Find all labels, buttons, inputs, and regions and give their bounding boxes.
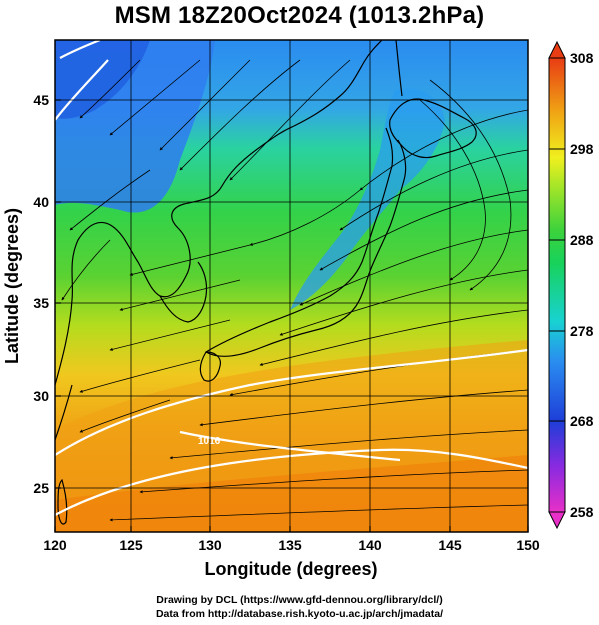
x-tick-label: 120 (43, 537, 67, 553)
coastline-honshu (205, 127, 394, 353)
data-credit: Data from http://database.rish.kyoto-u.a… (155, 608, 444, 620)
japan-highland-cold (290, 88, 445, 310)
contour-northwest-2 (59, 40, 101, 59)
plot-frame (54, 39, 529, 533)
chart-title: MSM 18Z20Oct2024 (1013.2hPa) (114, 2, 485, 29)
hot-region (55, 455, 528, 532)
colorbar-tick-label: 298 (570, 141, 594, 157)
x-axis-label: Longitude (degrees) (204, 559, 377, 579)
colorbar-tick-label: 278 (570, 323, 594, 339)
coastline-kyushu (199, 351, 221, 382)
colorbar-tick-label: 308 (570, 50, 594, 66)
y-tick-label: 45 (33, 92, 49, 108)
x-tick-label: 150 (516, 537, 540, 553)
coastline-honshu-south (205, 139, 407, 357)
pressure-contours (55, 40, 528, 516)
coastline-taiwan (57, 478, 68, 525)
colorbar-body (548, 57, 566, 513)
y-axis: 25 30 35 40 45 (33, 92, 61, 496)
y-tick-label: 30 (33, 388, 49, 404)
contour-southeast (179, 430, 401, 462)
drawing-credit: Drawing by DCL (https://www.gfd-dennou.o… (156, 594, 443, 606)
y-tick-label: 40 (33, 194, 49, 210)
y-tick-label: 35 (33, 295, 49, 311)
x-axis: 120 125 130 135 140 145 150 (43, 526, 540, 553)
contour-south (55, 448, 528, 516)
colorbar-tick-label: 288 (570, 232, 594, 248)
coastlines (55, 40, 477, 525)
x-tick-label: 140 (358, 537, 382, 553)
grid-lines (55, 40, 528, 532)
colorbar: 308 298 288 278 268 258 (548, 40, 594, 530)
contour-northwest (55, 59, 109, 121)
x-tick-label: 125 (119, 537, 143, 553)
coastline-korea (159, 261, 208, 323)
colorbar-bottom-arrow (548, 511, 566, 530)
map-plot-area: 1016 (55, 40, 528, 532)
contour-label: 1016 (198, 436, 221, 447)
colorbar-tick-label: 258 (570, 504, 594, 520)
colorbar-tick-label: 268 (570, 413, 594, 429)
x-tick-label: 130 (198, 537, 222, 553)
contour-1016 (55, 348, 528, 456)
coastline-sakhalin (395, 40, 403, 97)
x-tick-label: 145 (438, 537, 462, 553)
x-tick-label: 135 (278, 537, 302, 553)
y-tick-label: 25 (33, 480, 49, 496)
coastline-asia (55, 40, 383, 386)
y-axis-label: Latitude (degrees) (2, 208, 22, 364)
colorbar-top-arrow (548, 40, 566, 59)
coastline-china-east (55, 384, 73, 441)
cold-air-region-2 (55, 40, 150, 119)
